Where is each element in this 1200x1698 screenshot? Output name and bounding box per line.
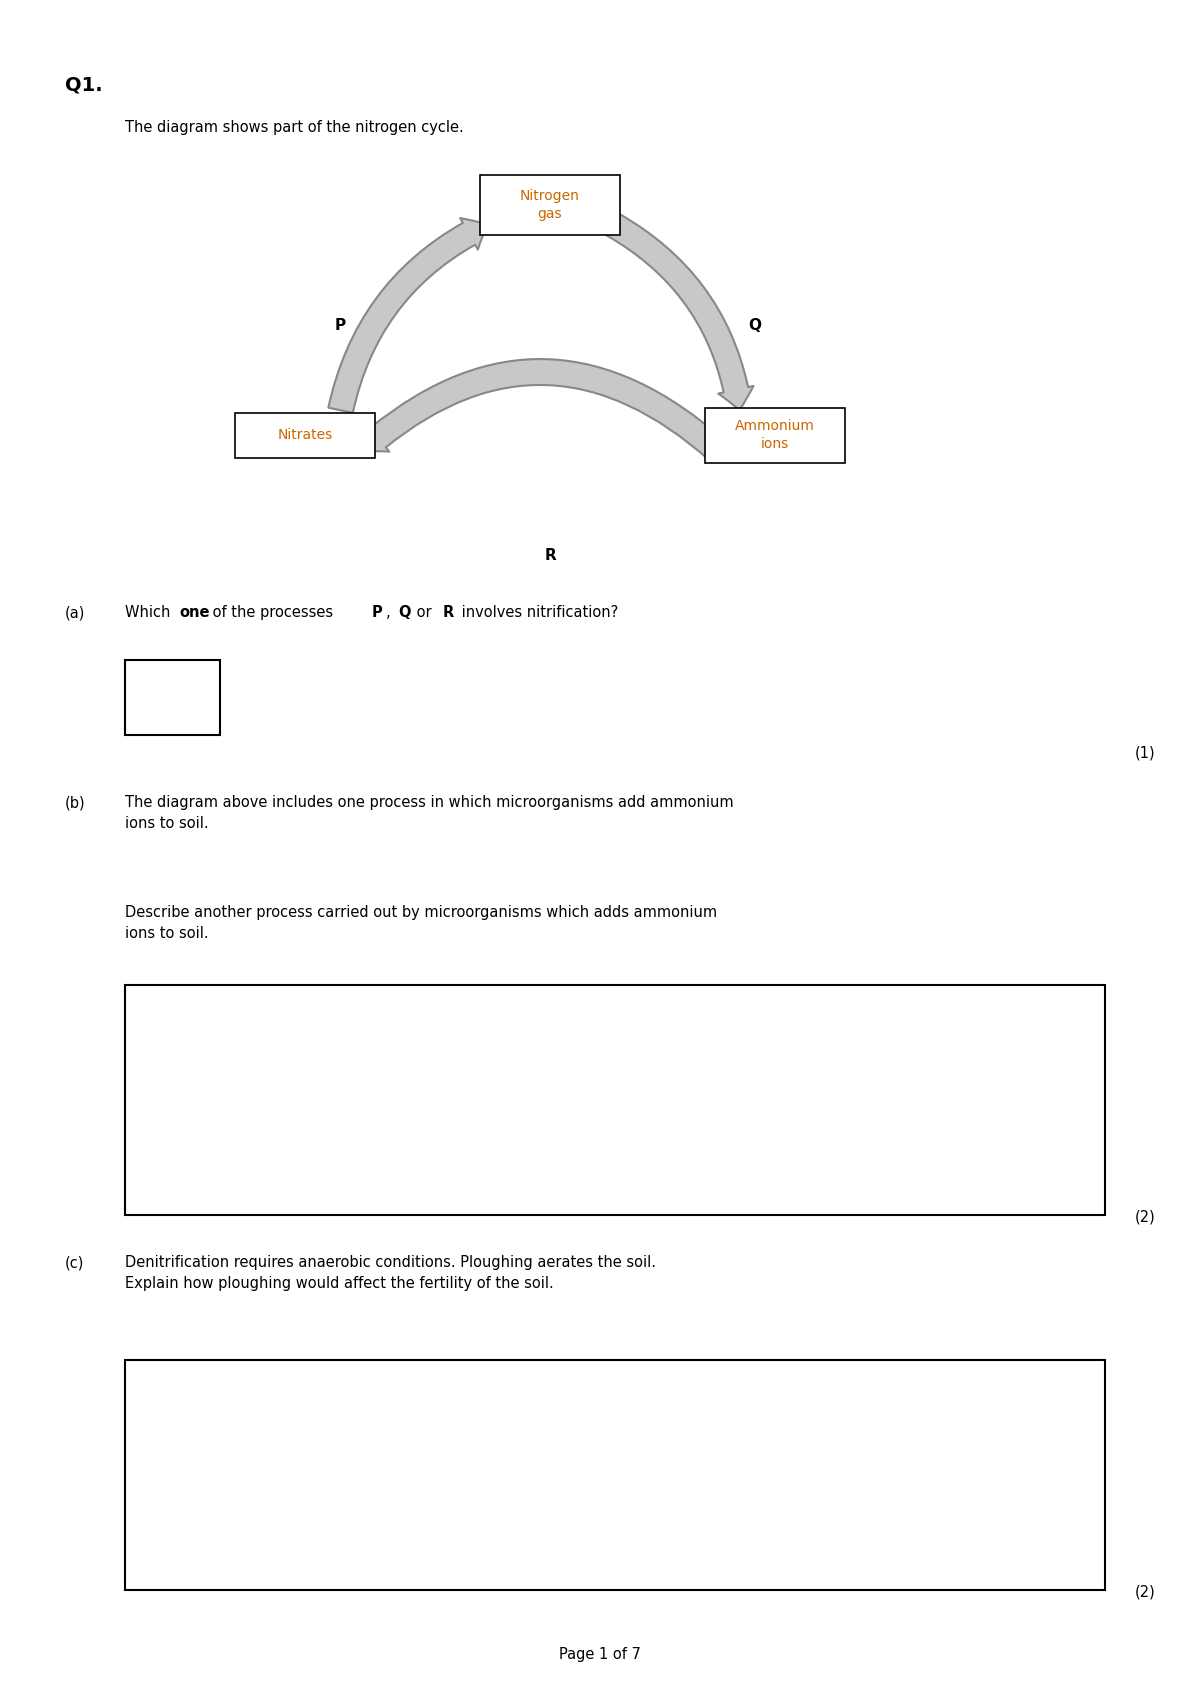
FancyArrowPatch shape [329,217,487,413]
Text: (2): (2) [1134,1584,1154,1600]
Text: (c): (c) [65,1255,84,1270]
Text: R: R [443,604,455,620]
FancyArrowPatch shape [606,214,754,411]
Text: Ammonium
ions: Ammonium ions [736,419,815,452]
Text: R: R [544,547,556,562]
Text: of the processes: of the processes [208,604,337,620]
Bar [480,175,620,234]
Bar [235,413,374,457]
Text: ,: , [386,604,395,620]
Text: Nitrogen
gas: Nitrogen gas [520,188,580,221]
Text: Nitrates: Nitrates [277,428,332,441]
Text: (b): (b) [65,795,85,810]
Text: or: or [412,604,437,620]
Text: one: one [180,604,210,620]
Text: (1): (1) [1134,745,1154,761]
Bar [125,985,1105,1216]
Bar [125,1360,1105,1589]
Text: The diagram above includes one process in which microorganisms add ammonium
ions: The diagram above includes one process i… [125,795,733,830]
Text: Describe another process carried out by microorganisms which adds ammonium
ions : Describe another process carried out by … [125,905,718,941]
Bar [125,661,220,735]
Text: (a): (a) [65,604,85,620]
Text: P: P [372,604,383,620]
Text: The diagram shows part of the nitrogen cycle.: The diagram shows part of the nitrogen c… [125,121,463,136]
Text: Page 1 of 7: Page 1 of 7 [559,1647,641,1662]
Bar [706,408,845,462]
Text: Which: Which [125,604,175,620]
Text: involves nitrification?: involves nitrification? [457,604,618,620]
FancyArrowPatch shape [362,358,726,460]
Text: (2): (2) [1134,1211,1154,1224]
Text: Q1.: Q1. [65,75,103,93]
Text: Denitrification requires anaerobic conditions. Ploughing aerates the soil.
Expla: Denitrification requires anaerobic condi… [125,1255,656,1290]
Text: P: P [335,318,346,333]
Text: Q: Q [749,318,762,333]
Text: Q: Q [398,604,410,620]
